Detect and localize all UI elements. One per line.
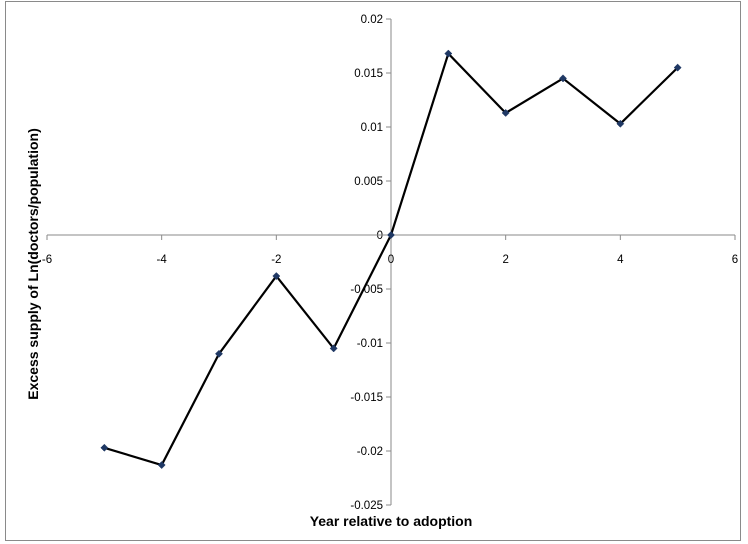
data-point xyxy=(616,119,625,128)
y-tick-label: 0.02 xyxy=(361,14,383,26)
x-tick-label: -6 xyxy=(42,254,52,266)
data-point xyxy=(215,349,223,358)
data-point xyxy=(157,461,166,469)
data-point xyxy=(329,344,338,353)
y-tick-label: 0.005 xyxy=(354,176,383,188)
y-tick-label: -0.015 xyxy=(350,392,383,404)
x-tick-label: -4 xyxy=(157,254,168,266)
data-point xyxy=(444,49,453,58)
data-point xyxy=(272,272,281,280)
x-axis-title: Year relative to adoption xyxy=(310,513,473,529)
data-point xyxy=(387,231,395,239)
x-tick-label: 2 xyxy=(502,254,508,266)
data-point xyxy=(673,63,682,72)
y-tick-label: -0.02 xyxy=(357,446,383,458)
y-tick-label: -0.025 xyxy=(350,500,383,512)
y-axis: 0.02 0.015 0.01 0.005 0 -0.005 -0.01 -0.015 -0.0… xyxy=(350,14,392,512)
x-axis: -6 -4 -2 0 2 4 6 xyxy=(42,234,738,266)
x-tick-label: -2 xyxy=(271,254,281,266)
y-tick-label: -0.01 xyxy=(357,338,383,350)
y-axis-title: Excess supply of Ln(doctors/population) xyxy=(25,128,41,399)
x-tick-label: 0 xyxy=(388,254,394,266)
series-group xyxy=(100,49,682,469)
y-tick-label: 0.015 xyxy=(354,68,383,80)
y-tick-label: 0 xyxy=(377,230,383,242)
data-point xyxy=(100,443,109,452)
x-tick-label: 4 xyxy=(617,254,624,266)
data-point xyxy=(501,109,510,117)
data-point xyxy=(559,74,567,83)
x-tick-label: 6 xyxy=(732,254,738,266)
y-tick-label: 0.01 xyxy=(361,122,383,134)
y-tick-label: -0.005 xyxy=(350,284,383,296)
